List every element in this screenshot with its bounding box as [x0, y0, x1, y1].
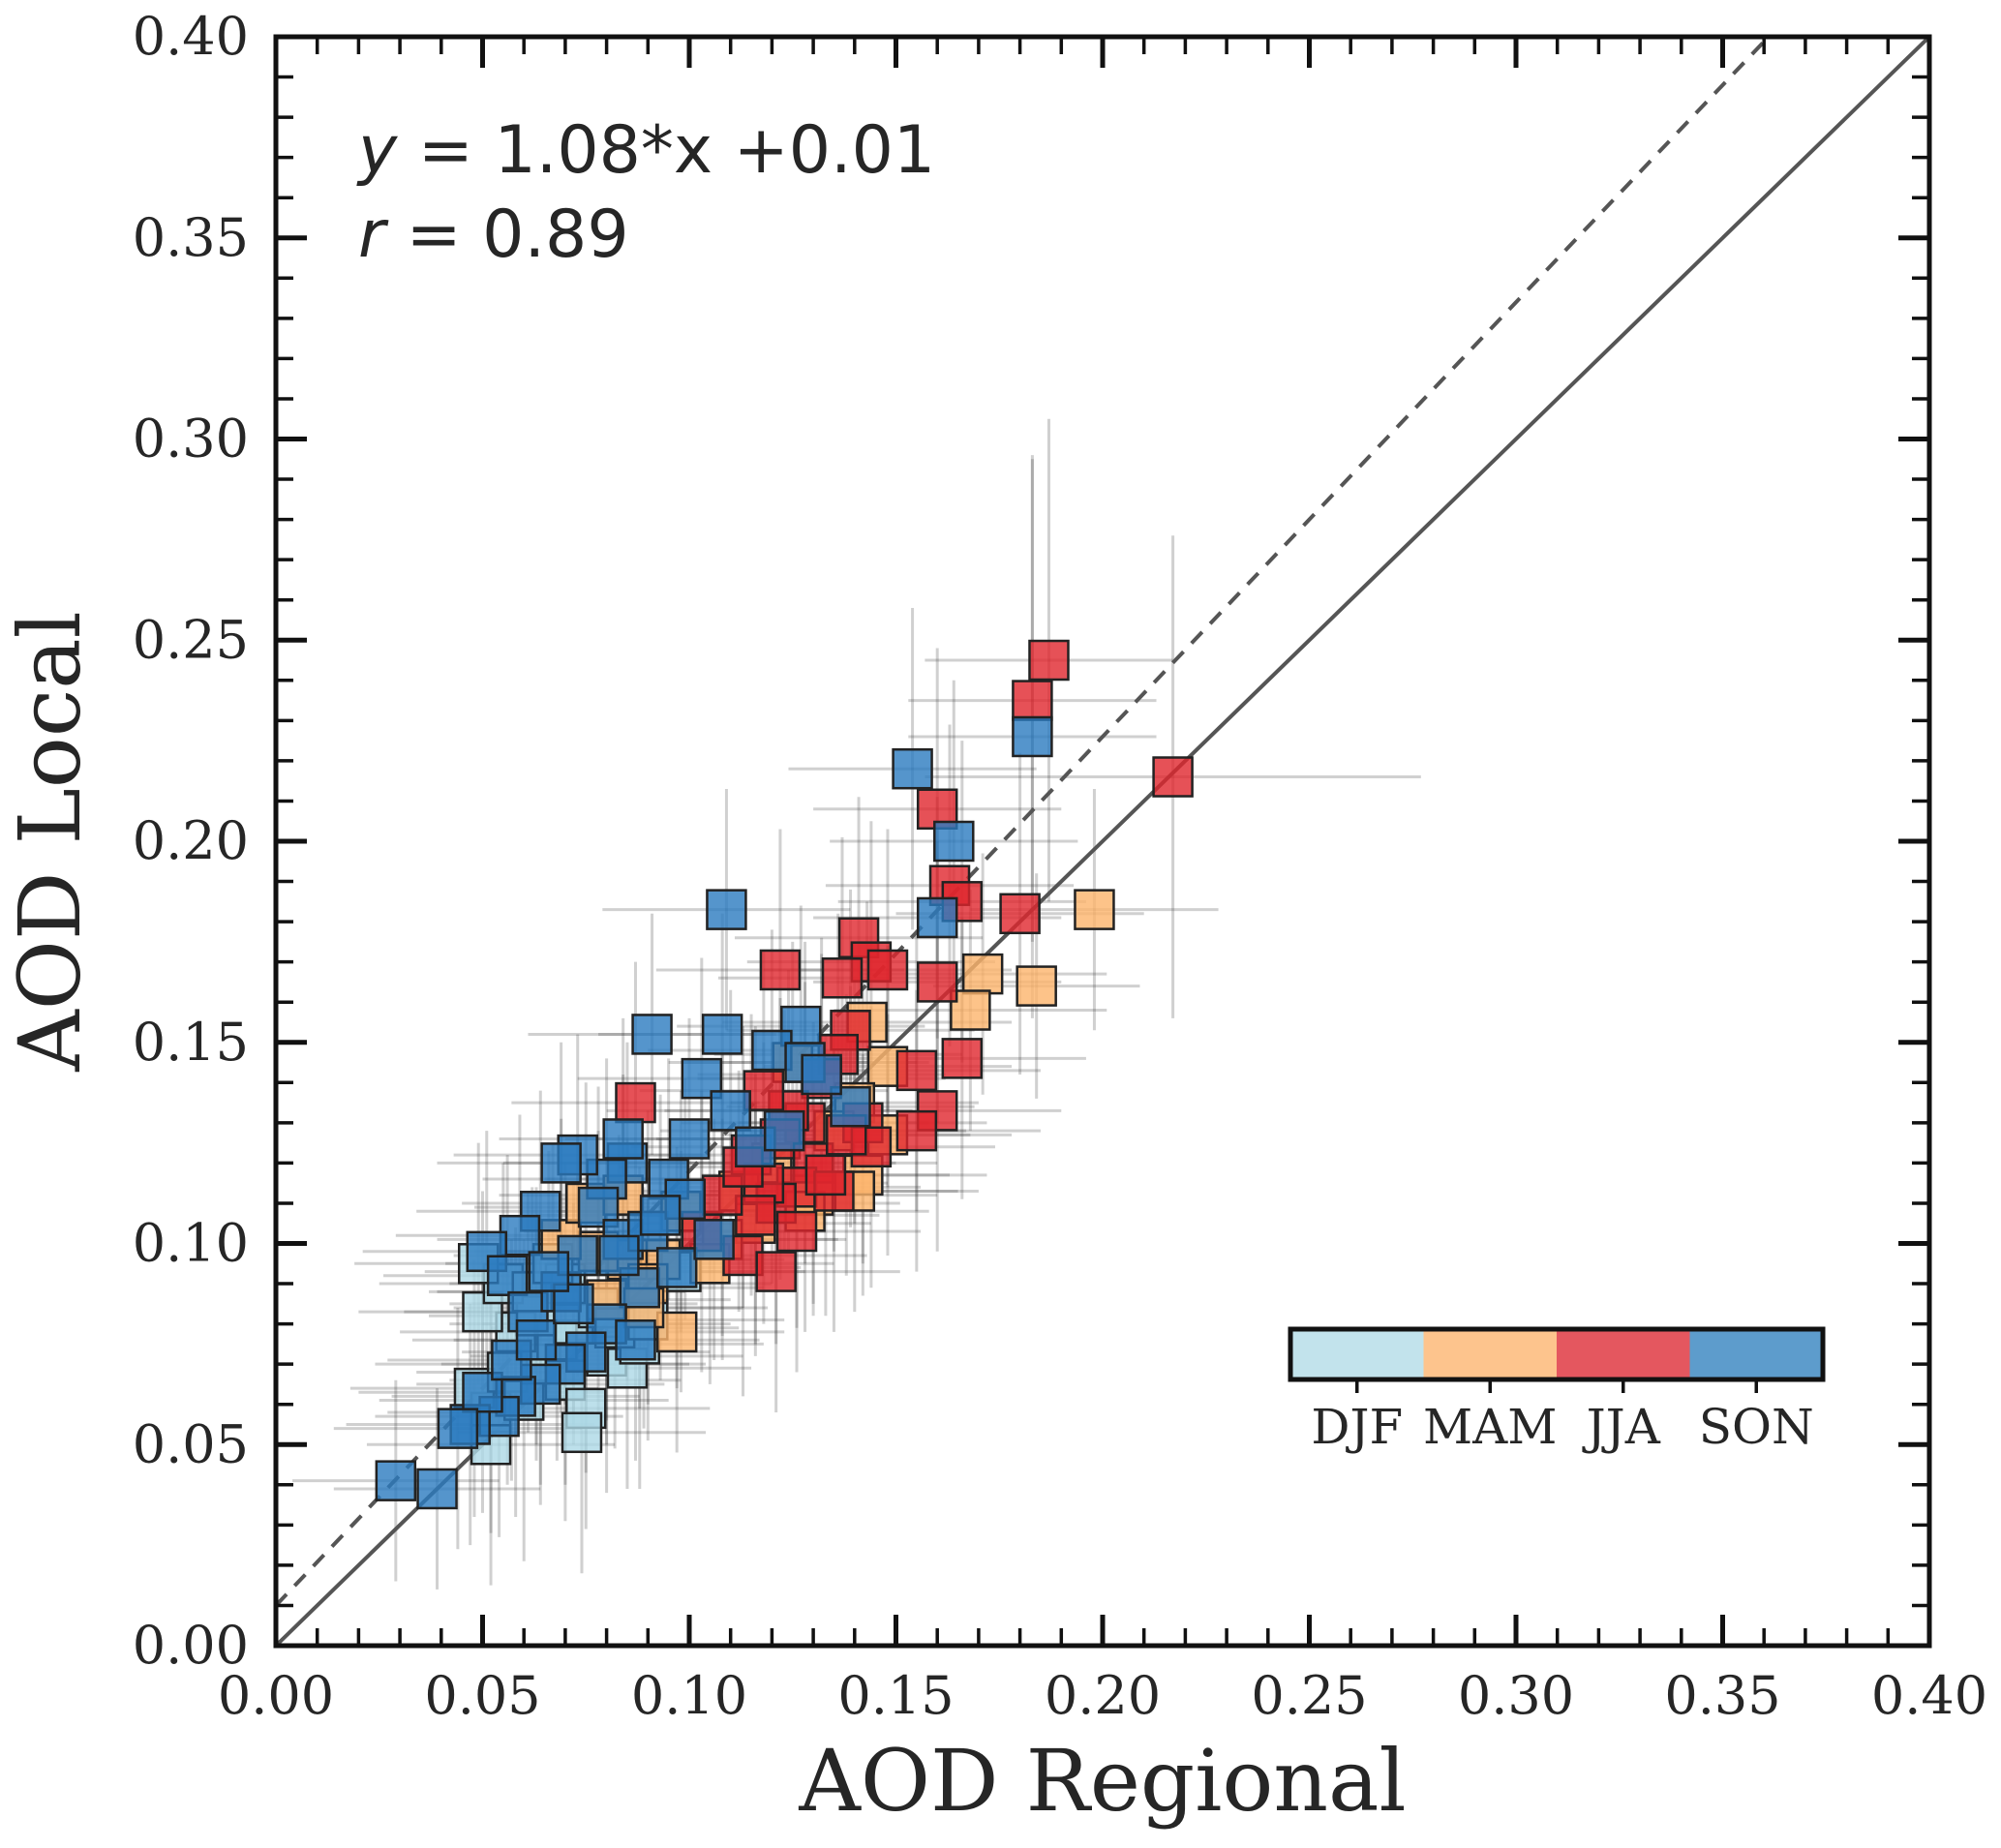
data-point-son — [916, 896, 958, 939]
data-point-son — [528, 1251, 570, 1292]
data-point-son — [763, 1109, 805, 1152]
data-point-jja — [804, 1154, 847, 1197]
season-colorbar: DJF MAM JJA SON — [1288, 1326, 1826, 1455]
data-point-son — [710, 1090, 751, 1132]
colorbar-label: MAM — [1423, 1399, 1558, 1455]
y-tick-label: 0.10 — [133, 1213, 249, 1274]
data-points — [375, 639, 1194, 1510]
data-point-jja — [895, 1049, 938, 1092]
data-point-jja — [999, 893, 1041, 935]
colorbar-label: JJA — [1582, 1399, 1661, 1455]
y-tick-label: 0.30 — [133, 409, 249, 470]
data-point-jja — [615, 1081, 656, 1124]
y-tick-label: 0.20 — [133, 810, 249, 871]
data-point-son — [631, 1014, 673, 1055]
colorbar-frame — [1288, 1326, 1826, 1382]
colorbar-segment — [1423, 1329, 1558, 1379]
fit-equation-rest: = 1.08*x +0.01 — [397, 112, 935, 189]
data-point-son — [540, 1142, 582, 1184]
data-point-jja — [755, 1251, 797, 1292]
colorbar-label: DJF — [1311, 1399, 1403, 1455]
correlation-rest: = 0.89 — [385, 197, 629, 273]
data-point-son — [615, 1318, 656, 1361]
data-point-jja — [941, 1038, 984, 1079]
y-tick-label: 0.25 — [133, 609, 249, 670]
y-tick-label: 0.35 — [133, 207, 249, 268]
correlation-text: r = 0.89 — [358, 197, 629, 273]
x-tick-label: 0.20 — [1045, 1665, 1161, 1726]
x-tick-label: 0.30 — [1458, 1665, 1574, 1726]
data-point-jja — [1028, 639, 1070, 682]
x-tick-label: 0.15 — [837, 1665, 954, 1726]
data-point-jja — [895, 1109, 938, 1152]
data-point-jja — [775, 1210, 818, 1253]
colorbar-segment — [1689, 1329, 1824, 1379]
fit-equation-var: y — [356, 112, 398, 189]
y-tick-label: 0.05 — [133, 1413, 249, 1474]
colorbar-segment — [1290, 1329, 1424, 1379]
y-tick-label: 0.15 — [133, 1012, 249, 1073]
x-axis-title: AOD Regional — [798, 1731, 1406, 1831]
colorbar-segment — [1557, 1329, 1690, 1379]
colorbar-label: SON — [1699, 1399, 1814, 1455]
data-point-son — [553, 1283, 594, 1325]
data-point-son — [375, 1460, 417, 1501]
data-point-mam — [1016, 965, 1057, 1007]
data-point-djf — [561, 1411, 603, 1454]
x-tick-label: 0.25 — [1251, 1665, 1367, 1726]
data-point-son — [701, 1014, 743, 1055]
fit-equation: y = 1.08*x +0.01 — [356, 112, 935, 189]
y-axis-title: AOD Local — [0, 611, 100, 1073]
data-point-son — [668, 1118, 711, 1160]
x-tick-label: 0.05 — [424, 1665, 540, 1726]
x-tick-label: 0.10 — [631, 1665, 747, 1726]
data-point-son — [801, 1053, 842, 1096]
x-tick-label: 0.00 — [218, 1665, 334, 1726]
data-point-son — [416, 1468, 458, 1510]
data-point-mam — [1074, 889, 1115, 930]
data-point-jja — [941, 881, 984, 923]
x-tick-label: 0.40 — [1871, 1665, 1987, 1726]
data-point-jja — [916, 961, 958, 1003]
data-point-son — [655, 1247, 698, 1288]
data-point-son — [706, 889, 747, 930]
data-point-jja — [1012, 680, 1053, 721]
data-point-son — [693, 1219, 735, 1260]
data-point-son — [639, 1195, 682, 1236]
data-point-mam — [961, 953, 1004, 995]
data-point-son — [1012, 715, 1053, 758]
data-point-son — [602, 1118, 644, 1160]
fit-line — [276, 37, 1772, 1607]
y-tick-label: 0.40 — [133, 6, 249, 67]
data-point-jja — [866, 949, 909, 991]
correlation-var: r — [358, 197, 389, 273]
y-tick-label: 0.00 — [133, 1615, 249, 1676]
data-point-son — [515, 1318, 558, 1361]
tick-labels: 0.000.00 0.05 0.05 0.10 0.10 0.15 0.15 0.20 0.20… — [133, 6, 1987, 1726]
axis-ticks — [273, 34, 1932, 1649]
data-point-son — [830, 1085, 871, 1128]
x-tick-label: 0.35 — [1664, 1665, 1780, 1726]
data-point-jja — [821, 957, 864, 999]
data-point-son — [892, 747, 933, 790]
data-point-son — [933, 820, 975, 863]
data-point-jja — [759, 949, 802, 991]
data-point-jja — [1152, 756, 1194, 798]
data-point-son — [486, 1255, 529, 1296]
data-point-son — [437, 1408, 479, 1449]
data-point-son — [598, 1234, 640, 1277]
